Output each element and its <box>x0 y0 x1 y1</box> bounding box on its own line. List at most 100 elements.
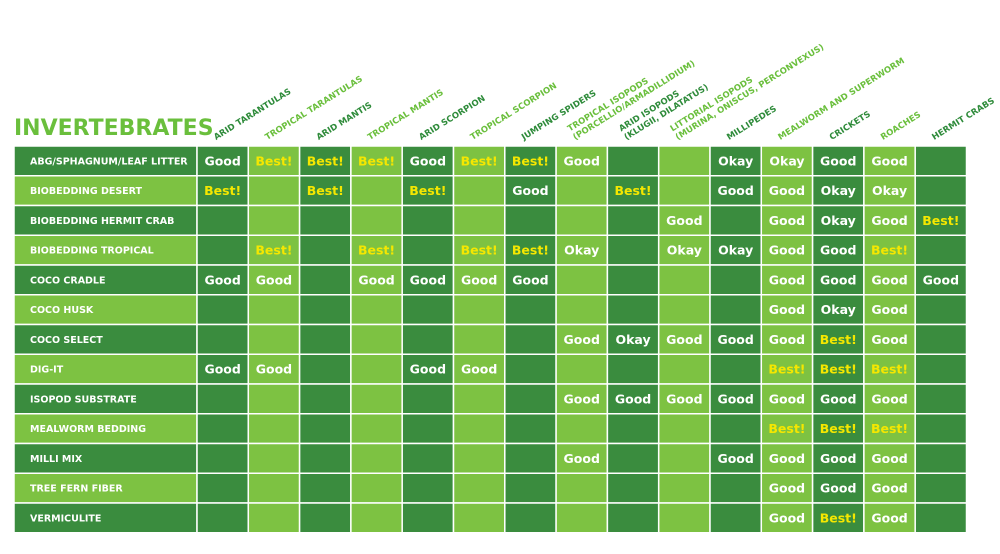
cell-bg <box>196 294 250 326</box>
row-label-bg <box>13 145 198 177</box>
row-label: MEALWORM BEDDING <box>30 424 146 435</box>
cell-bg <box>298 472 352 504</box>
cell-bg <box>555 204 609 236</box>
cell-bg <box>401 472 455 504</box>
title: INVERTEBRATES <box>14 116 214 141</box>
cell-bg <box>606 264 660 296</box>
cell-bg <box>811 413 865 445</box>
cell-bg <box>504 145 557 177</box>
cell-value: Best! <box>768 421 805 436</box>
cell-bg <box>298 264 352 296</box>
cell-bg <box>196 442 250 474</box>
cell-value: Okay <box>821 183 856 198</box>
cell-bg <box>452 502 506 534</box>
cell-bg <box>811 264 865 296</box>
cell-bg <box>863 413 916 445</box>
cell-bg <box>298 442 352 474</box>
cell-bg <box>401 323 455 355</box>
cell-value: Good <box>871 391 907 406</box>
cell-value: Good <box>871 153 907 168</box>
cell-bg <box>606 294 660 326</box>
row-label: BIOBEDDING TROPICAL <box>30 246 154 257</box>
row-label: MILLI MIX <box>30 454 83 465</box>
cell-bg <box>247 472 301 504</box>
cell-value: Good <box>410 153 446 168</box>
column-header-line: TROPICAL SCORPION <box>469 81 559 142</box>
cell-bg <box>298 413 352 445</box>
cell-bg <box>401 413 455 445</box>
cell-value: Best! <box>358 243 395 258</box>
cell-value: Good <box>769 213 805 228</box>
cell-bg <box>914 353 968 385</box>
cell-value: Good <box>256 272 292 287</box>
cell-value: Good <box>820 243 856 258</box>
cell-bg <box>760 234 814 266</box>
cell-value: Best! <box>922 213 959 228</box>
row-label: DIG-IT <box>30 365 64 376</box>
cell-value: Good <box>769 481 805 496</box>
column-header-line: ROACHES <box>879 110 923 143</box>
cell-bg <box>606 472 660 504</box>
cell-bg <box>196 323 250 355</box>
cell-value: Best! <box>461 243 498 258</box>
cell-bg <box>606 175 660 207</box>
cell-bg <box>298 502 352 534</box>
cell-bg <box>452 294 506 326</box>
cell-value: Good <box>871 332 907 347</box>
cell-value: Best! <box>820 332 857 347</box>
cell-bg <box>350 502 403 534</box>
cell-value: Best! <box>820 421 857 436</box>
cell-value: Best! <box>871 243 908 258</box>
cell-bg <box>606 502 660 534</box>
row-label-bg <box>13 294 198 326</box>
cell-bg <box>811 145 865 177</box>
cell-bg <box>657 234 711 266</box>
row-label: COCO CRADLE <box>30 275 105 286</box>
cell-bg <box>914 294 968 326</box>
cell-bg <box>504 472 557 504</box>
cell-bg <box>401 264 455 296</box>
cell-bg <box>555 294 609 326</box>
cell-bg <box>555 323 609 355</box>
cell-value: Good <box>204 362 240 377</box>
cell-value: Good <box>769 272 805 287</box>
cell-value: Good <box>564 153 600 168</box>
cell-value: Best! <box>871 421 908 436</box>
cell-value: Good <box>923 272 959 287</box>
cell-bg <box>657 175 711 207</box>
cell-bg <box>914 234 968 266</box>
cell-value: Good <box>410 362 446 377</box>
cell-bg <box>863 264 916 296</box>
cell-bg <box>196 472 250 504</box>
cell-bg <box>350 204 403 236</box>
cell-bg <box>350 294 403 326</box>
cell-bg <box>196 204 250 236</box>
row-label: ISOPOD SUBSTRATE <box>30 394 137 405</box>
cell-value: Good <box>871 481 907 496</box>
cell-bg <box>709 323 763 355</box>
column-header: MILLIPEDES <box>725 104 778 142</box>
cell-value: Best! <box>255 153 292 168</box>
column-header-line: MILLIPEDES <box>725 104 778 142</box>
cell-value: Best! <box>512 153 549 168</box>
cell-bg <box>760 472 814 504</box>
cell-bg <box>555 175 609 207</box>
cell-bg <box>760 264 814 296</box>
cell-bg <box>452 413 506 445</box>
cell-bg <box>606 323 660 355</box>
cell-bg <box>606 234 660 266</box>
cell-value: Good <box>358 272 394 287</box>
cell-value: Good <box>871 451 907 466</box>
column-header: HERMIT CRABS <box>930 96 996 143</box>
cell-bg <box>606 353 660 385</box>
cell-bg <box>657 294 711 326</box>
cell-value: Good <box>820 153 856 168</box>
cell-value: Okay <box>718 153 753 168</box>
cell-bg <box>298 294 352 326</box>
cell-bg <box>401 502 455 534</box>
cell-bg <box>657 264 711 296</box>
cell-value: Okay <box>718 243 753 258</box>
cell-bg <box>504 264 557 296</box>
cell-value: Good <box>820 391 856 406</box>
